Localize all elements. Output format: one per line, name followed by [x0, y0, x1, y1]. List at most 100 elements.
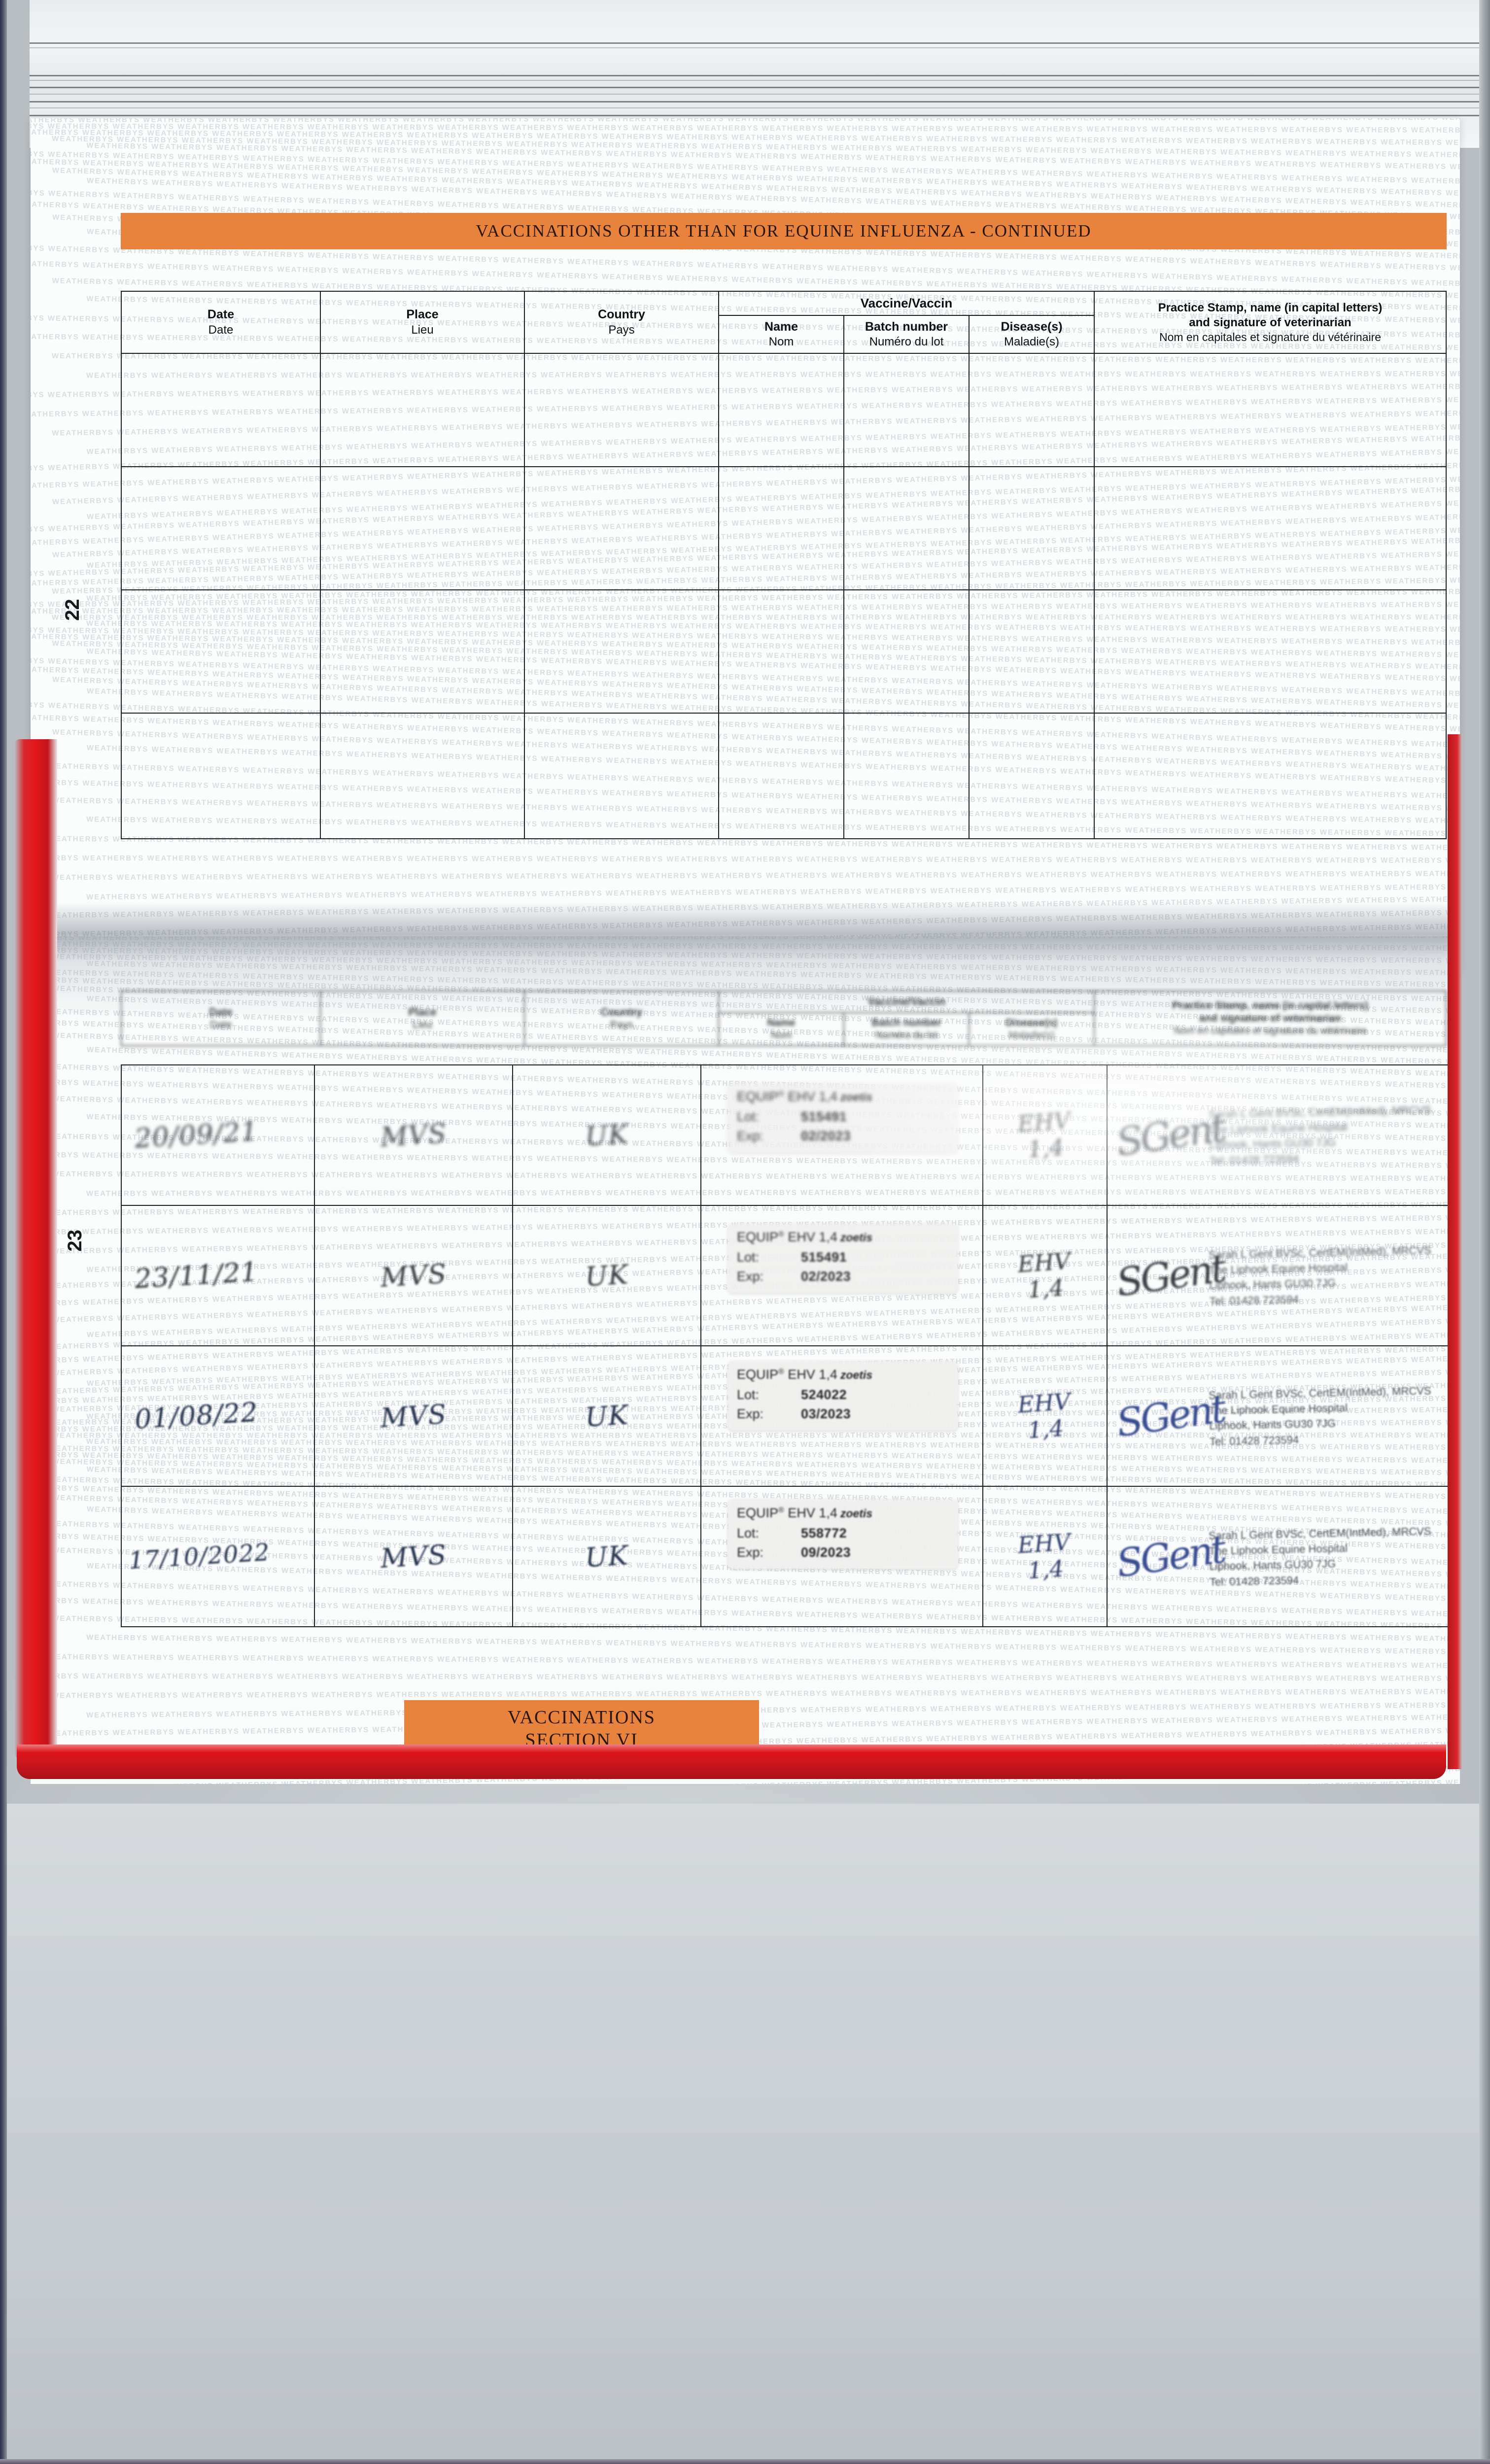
cell-batch[interactable]: EQUIP® EHV 1,4 zoetis Lot: 558772 Exp: 09/2…: [728, 1486, 983, 1627]
cell-disease[interactable]: [969, 712, 1095, 839]
vaccination-table-header-page-23: Date Date Place Lieu Country Pays Vaccin…: [121, 991, 1447, 1046]
header-place: Place Lieu: [320, 291, 525, 354]
cell-place[interactable]: [320, 352, 525, 467]
vaccine-lot: Lot: 558772: [737, 1526, 847, 1540]
header-date: Date Date: [121, 991, 321, 1046]
vaccine-sticker: EQUIP® EHV 1,4 zoetis Lot: 524022 Exp: 03/2…: [728, 1361, 958, 1431]
vaccination-table-page-23: 20/09/21 MVS UK EQUIP® EHV 1,4 zoetis Lot…: [121, 1064, 1454, 1627]
vaccine-lot: Lot: 515491: [737, 1250, 847, 1265]
table-row[interactable]: 17/10/2022 MVS UK EQUIP® EHV 1,4 zoetis L…: [121, 1486, 1454, 1627]
cell-stamp[interactable]: [1094, 352, 1447, 467]
cell-stamp[interactable]: [1094, 589, 1447, 714]
vaccine-brand: EQUIP® EHV 1,4 zoetis: [737, 1506, 873, 1520]
vaccine-brand: EQUIP® EHV 1,4 zoetis: [737, 1089, 873, 1104]
cell-place[interactable]: MVS: [314, 1345, 513, 1487]
cell-vaccine-name[interactable]: [718, 589, 844, 714]
cell-batch[interactable]: [843, 589, 970, 714]
cell-vaccine-name[interactable]: [718, 712, 844, 839]
table-header-row: Date Date Place Lieu Country Pays Vaccin…: [121, 291, 1447, 354]
table-subheader-row: Name Nom Batch number Numéro du lot Dise…: [121, 314, 1446, 354]
header-country: Country Pays: [524, 291, 719, 354]
disease-handwritten: EHV 1,4: [1016, 1388, 1072, 1443]
table-row[interactable]: 01/08/22 MVS UK EQUIP® EHV 1,4 zoetis Lot…: [121, 1345, 1454, 1487]
practice-stamp: Sarah L Gent BVSc, CertEM(IntMed), MRCVS…: [1209, 1384, 1432, 1448]
vaccination-table-page-22: Date Date Place Lieu Country Pays Vaccin…: [121, 291, 1447, 839]
cell-place[interactable]: [320, 712, 525, 839]
vaccine-brand: EQUIP® EHV 1,4 zoetis: [737, 1367, 873, 1382]
passport-cover-left-edge: [15, 739, 57, 1764]
header-vaccine-group: Vaccine/Vaccin: [718, 291, 1095, 316]
cell-stamp[interactable]: [1094, 712, 1447, 839]
cell-date[interactable]: [121, 352, 321, 467]
table-row[interactable]: [121, 712, 1447, 839]
cell-disease[interactable]: EHV 1,4: [982, 1064, 1108, 1206]
table-header-row: Date Date Place Lieu Country Pays Vaccin…: [121, 991, 1447, 1046]
vaccine-exp: Exp: 03/2023: [737, 1406, 851, 1422]
cell-disease[interactable]: [969, 352, 1095, 467]
scan-edge-bottom: [0, 2459, 1490, 2464]
header-place: Place Lieu: [320, 991, 525, 1046]
table-row[interactable]: 20/09/21 MVS UK EQUIP® EHV 1,4 zoetis Lot…: [121, 1064, 1454, 1206]
cell-stamp[interactable]: [1094, 466, 1447, 590]
header-practice-stamp: Practice Stamp, name (in capital letters…: [1094, 991, 1447, 1046]
page-number-22: 22: [61, 599, 83, 621]
table-row[interactable]: [121, 589, 1447, 714]
header-batch-number: Batch number Numéro du lot: [843, 314, 970, 354]
vaccine-sticker: EQUIP® EHV 1,4 zoetis Lot: 515491 Exp: 02/2…: [728, 1083, 958, 1153]
cell-date[interactable]: [121, 466, 321, 590]
cell-date[interactable]: [121, 589, 321, 714]
practice-stamp: Sarah L Gent BVSc, CertEM(IntMed), MRCVS…: [1209, 1103, 1432, 1167]
cell-disease[interactable]: [969, 589, 1095, 714]
cell-place[interactable]: MVS: [314, 1064, 513, 1206]
header-diseases: Disease(s) Maladie(s): [969, 1012, 1095, 1046]
cell-country[interactable]: [524, 466, 719, 590]
cell-country[interactable]: UK: [512, 1486, 701, 1627]
header-vaccine-group: Vaccine/Vaccin: [718, 991, 1095, 1013]
cell-batch[interactable]: EQUIP® EHV 1,4 zoetis Lot: 524022 Exp: 03/2…: [728, 1345, 983, 1487]
cell-date[interactable]: 01/08/22: [121, 1345, 315, 1487]
table-row[interactable]: 23/11/21 MVS UK EQUIP® EHV 1,4 zoetis Lot…: [121, 1205, 1454, 1346]
cell-date[interactable]: [121, 712, 321, 839]
cell-place[interactable]: MVS: [314, 1486, 513, 1627]
cell-batch[interactable]: [843, 352, 970, 467]
cell-country[interactable]: UK: [512, 1064, 701, 1206]
cell-date[interactable]: 20/09/21: [121, 1064, 315, 1206]
passport-cover-sheen: [17, 1745, 1446, 1752]
cell-stamp[interactable]: SGent Sarah L Gent BVSc, CertEM(IntMed),…: [1107, 1205, 1454, 1346]
cell-vaccine-name[interactable]: [718, 466, 844, 590]
cell-date[interactable]: 23/11/21: [121, 1205, 315, 1346]
cell-batch[interactable]: EQUIP® EHV 1,4 zoetis Lot: 515491 Exp: 02/2…: [728, 1064, 983, 1206]
cell-stamp[interactable]: SGent Sarah L Gent BVSc, CertEM(IntMed),…: [1107, 1486, 1454, 1627]
header-batch-number: Batch number Numéro du lot: [843, 1012, 970, 1046]
table-row[interactable]: [121, 352, 1447, 467]
cell-batch[interactable]: EQUIP® EHV 1,4 zoetis Lot: 515491 Exp: 02/2…: [728, 1205, 983, 1346]
section-banner-continued: VACCINATIONS OTHER THAN FOR EQUINE INFLU…: [121, 213, 1447, 249]
cell-disease[interactable]: EHV 1,4: [982, 1345, 1108, 1487]
cell-country[interactable]: UK: [512, 1205, 701, 1346]
cell-disease[interactable]: [969, 466, 1095, 590]
vaccine-brand: EQUIP® EHV 1,4 zoetis: [737, 1230, 873, 1244]
cell-country[interactable]: [524, 352, 719, 467]
cell-stamp[interactable]: SGent Sarah L Gent BVSc, CertEM(IntMed),…: [1107, 1345, 1454, 1487]
table-row[interactable]: [121, 466, 1447, 590]
cell-stamp[interactable]: SGent Sarah L Gent BVSc, CertEM(IntMed),…: [1107, 1064, 1454, 1206]
cell-country[interactable]: [524, 712, 719, 839]
cell-disease[interactable]: EHV 1,4: [982, 1205, 1108, 1346]
vaccine-exp: Exp: 02/2023: [737, 1269, 851, 1284]
cell-place[interactable]: [320, 466, 525, 590]
cell-country[interactable]: UK: [512, 1345, 701, 1487]
header-vaccine-name: Name Nom: [718, 1012, 844, 1046]
vaccine-sticker: EQUIP® EHV 1,4 zoetis Lot: 558772 Exp: 09/2…: [728, 1500, 958, 1570]
vaccine-lot: Lot: 524022: [737, 1387, 847, 1402]
cell-place[interactable]: [320, 589, 525, 714]
scan-edge-right: [1479, 0, 1490, 2464]
cell-place[interactable]: MVS: [314, 1205, 513, 1346]
cell-batch[interactable]: [843, 466, 970, 590]
cell-disease[interactable]: EHV 1,4: [982, 1486, 1108, 1627]
scan-edge-left: [0, 0, 7, 2464]
cell-vaccine-name[interactable]: [718, 352, 844, 467]
cell-country[interactable]: [524, 589, 719, 714]
cell-batch[interactable]: [843, 712, 970, 839]
cell-date[interactable]: 17/10/2022: [121, 1486, 315, 1627]
header-vaccine-name: Name Nom: [718, 314, 844, 354]
